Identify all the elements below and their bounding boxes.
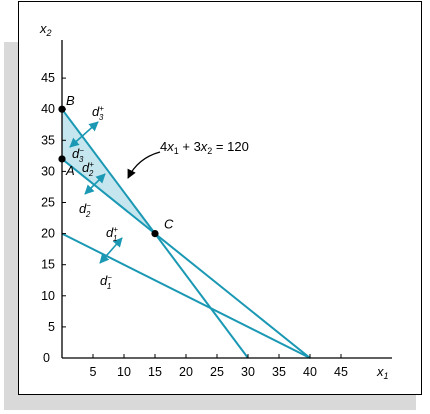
x-tick-label: 25 [210,365,224,379]
d1-plus-label: d+ 1 [106,225,118,243]
x-tick-label: 10 [117,365,131,379]
d1-arrow [99,237,123,264]
point-label-b: B [66,93,75,108]
point-label-c: C [164,217,174,232]
corner-points: B A C [58,93,174,238]
constraint-line-3 [61,158,311,359]
constraint-line-2 [61,232,311,359]
point-b [58,105,66,113]
d3-plus-label: d+ 3 [92,104,104,122]
d3-minus-label: d− 3 [72,146,84,164]
y-tick-label: 30 [41,164,55,178]
y-tick-label: 5 [48,320,55,334]
x-tick-label: 30 [241,365,255,379]
point-label-a: A [65,163,75,178]
y-tick-label: 40 [41,102,55,116]
point-a [58,155,66,163]
y-tick-label: 35 [41,133,55,147]
y-tick-label: 45 [41,71,55,85]
x-tick-label: 15 [148,365,162,379]
equation-label: 4x1 + 3x2 = 120 [160,139,249,156]
d2-plus-label: d+ 2 [82,160,94,178]
y-tick-marks: 5 10 15 20 25 30 35 40 45 [41,71,66,334]
y-tick-label: 25 [41,196,55,210]
d1-minus-label: d− 1 [100,273,112,291]
y-tick-label: 20 [41,227,55,241]
d2-arrow [84,173,106,195]
x-tick-label: 5 [90,365,97,379]
x-tick-label: 20 [179,365,193,379]
y-tick-label: 15 [41,258,55,272]
origin-label: 0 [43,351,50,365]
x-tick-label: 40 [303,365,317,379]
d3-arrow [69,121,99,148]
y-axis-label: x2 [39,21,52,38]
x-axis-label: x1 [376,364,389,381]
chart-card [18,1,422,395]
y-tick-label: 10 [41,289,55,303]
d2-minus-label: d− 2 [79,201,91,219]
equation-pointer [127,151,161,179]
x-tick-label: 45 [334,365,348,379]
x-tick-label: 35 [272,365,286,379]
x-tick-marks: 5 10 15 20 25 30 35 40 45 0 [43,351,348,379]
point-c [151,230,159,238]
